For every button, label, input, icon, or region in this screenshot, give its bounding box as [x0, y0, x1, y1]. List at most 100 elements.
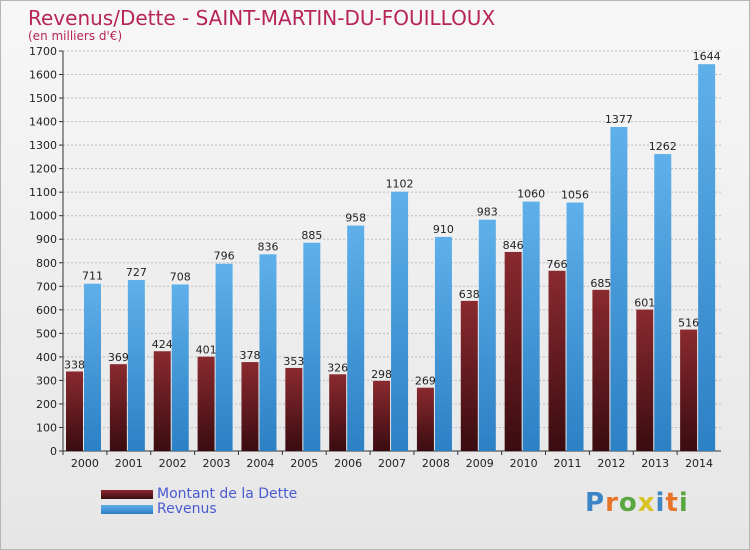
x-tick-label: 2010 [510, 457, 538, 470]
value-label-dette: 269 [415, 375, 436, 388]
value-label-dette: 424 [152, 338, 173, 351]
value-label-dette: 298 [371, 368, 392, 381]
bar-revenus-2001 [127, 279, 145, 451]
value-label-revenus: 1262 [649, 140, 677, 153]
legend-label-dette: Montant de la Dette [157, 486, 298, 502]
value-label-revenus: 910 [433, 223, 454, 236]
value-label-dette: 326 [327, 361, 348, 374]
chart-subtitle: (en milliers d'€) [28, 29, 123, 43]
bar-revenus-2014 [698, 64, 716, 452]
x-tick-label: 2004 [246, 457, 274, 470]
legend-label-revenus: Revenus [157, 501, 217, 517]
bar-dette-2006 [329, 374, 347, 451]
legend-swatch-revenus [101, 504, 153, 514]
y-tick-label: 1000 [29, 210, 57, 223]
value-label-dette: 516 [678, 317, 699, 330]
value-label-revenus: 885 [301, 229, 322, 242]
value-label-revenus: 1056 [561, 189, 589, 202]
x-tick-label: 2005 [290, 457, 318, 470]
bar-revenus-2009 [478, 219, 496, 451]
bar-revenus-2003 [215, 263, 233, 451]
x-tick-label: 2009 [466, 457, 494, 470]
x-tick-label: 2013 [641, 457, 669, 470]
proxiti-logo: Proxiti [585, 488, 689, 518]
x-tick-label: 2001 [115, 457, 143, 470]
value-label-dette: 601 [634, 297, 655, 310]
y-tick-label: 300 [36, 374, 57, 387]
logo-letter: o [618, 488, 638, 518]
logo-letter: P [585, 488, 606, 518]
y-tick-label: 1400 [29, 116, 57, 129]
value-label-dette: 353 [283, 355, 304, 368]
chart-title: Revenus/Dette - SAINT-MARTIN-DU-FOUILLOU… [28, 6, 496, 30]
y-tick-label: 400 [36, 351, 57, 364]
value-label-dette: 401 [196, 344, 217, 357]
axes: 0 100 200 300 400 500 600 700 800 900 1000 1100 1200… [29, 45, 721, 470]
bar-revenus-2004 [259, 254, 277, 451]
value-label-dette: 338 [64, 358, 85, 371]
bar-revenus-2007 [391, 191, 409, 452]
bar-revenus-2010 [522, 201, 540, 451]
value-label-revenus: 1377 [605, 113, 633, 126]
bar-dette-2010 [504, 251, 522, 451]
y-tick-label: 200 [36, 398, 57, 411]
bar-revenus-2002 [171, 284, 189, 451]
labels: 338 711 369 727 424 708 401 796 378 836 353 885 326 9… [64, 50, 721, 388]
bar-dette-2009 [460, 300, 478, 451]
legend-item-dette: Montant de la Dette [101, 486, 297, 502]
y-tick-label: 600 [36, 304, 57, 317]
logo-letter: x [637, 488, 656, 518]
y-tick-label: 1600 [29, 69, 57, 82]
y-tick-label: 100 [36, 421, 57, 434]
x-tick-label: 2008 [422, 457, 450, 470]
bars [66, 64, 716, 452]
value-label-dette: 766 [547, 258, 568, 271]
x-tick-label: 2007 [378, 457, 406, 470]
value-label-revenus: 1644 [693, 50, 721, 63]
x-tick-label: 2000 [71, 457, 99, 470]
legend-item-revenus: Revenus [101, 501, 217, 517]
y-tick-label: 0 [50, 445, 57, 458]
y-tick-label: 700 [36, 280, 57, 293]
bar-revenus-2011 [566, 202, 584, 451]
value-label-dette: 378 [239, 349, 260, 362]
bar-dette-2007 [373, 380, 391, 451]
x-tick-label: 2002 [159, 457, 187, 470]
value-label-dette: 369 [108, 351, 129, 364]
logo-letter: t [665, 488, 679, 518]
value-label-revenus: 983 [477, 206, 498, 219]
logo-letter: i [655, 488, 666, 518]
value-label-revenus: 727 [126, 266, 147, 279]
x-tick-label: 2003 [203, 457, 231, 470]
bar-dette-2011 [548, 270, 566, 451]
x-tick-label: 2006 [334, 457, 362, 470]
value-label-revenus: 711 [82, 270, 103, 283]
bar-revenus-2008 [434, 236, 452, 451]
value-label-revenus: 796 [214, 250, 235, 263]
y-tick-label: 800 [36, 257, 57, 270]
y-tick-label: 900 [36, 233, 57, 246]
bar-dette-2012 [592, 289, 610, 451]
value-label-revenus: 1060 [517, 188, 545, 201]
y-tick-label: 1300 [29, 139, 57, 152]
bar-dette-2002 [153, 351, 171, 451]
bar-dette-2001 [109, 364, 127, 451]
bar-revenus-2005 [303, 242, 321, 451]
value-label-dette: 685 [590, 277, 611, 290]
legend-swatch-dette [101, 489, 153, 499]
logo-letter: r [605, 488, 619, 518]
value-label-revenus: 836 [257, 240, 278, 253]
y-tick-label: 1100 [29, 186, 57, 199]
bar-dette-2013 [636, 309, 654, 451]
bar-dette-2008 [416, 387, 434, 451]
bar-revenus-2000 [84, 283, 101, 451]
y-tick-label: 1500 [29, 92, 57, 105]
bar-dette-2014 [680, 329, 698, 451]
x-tick-label: 2012 [597, 457, 625, 470]
bar-dette-2000 [66, 371, 83, 451]
y-tick-label: 1200 [29, 163, 57, 176]
bar-revenus-2012 [610, 127, 628, 451]
x-tick-label: 2014 [685, 457, 713, 470]
